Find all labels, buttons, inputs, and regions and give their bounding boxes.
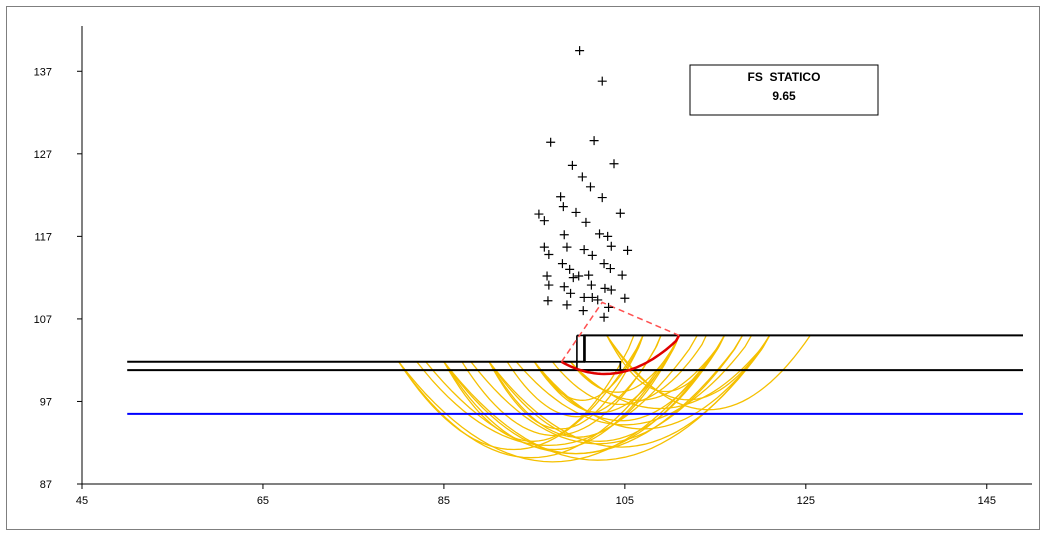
legend-label: FS STATICO [748, 70, 821, 84]
center-marker [567, 160, 577, 170]
center-marker [559, 282, 569, 292]
trial-surface-line [606, 335, 771, 401]
critical-radius-dashed [560, 301, 680, 363]
center-marker [584, 270, 594, 280]
center-marker [587, 292, 597, 302]
trial-surface-line [488, 335, 771, 448]
ground-upper-line [127, 334, 1023, 363]
center-marker [574, 271, 584, 281]
y-tick-label: 117 [34, 231, 52, 243]
trial-surface-line [443, 335, 635, 442]
center-marker [579, 292, 589, 302]
center-marker [620, 293, 630, 303]
center-marker [557, 259, 567, 269]
trial-surface-line [533, 335, 725, 422]
center-marker [539, 216, 549, 226]
center-marker [609, 159, 619, 169]
y-tick-label: 127 [34, 149, 52, 161]
trial-surface-line [398, 335, 725, 463]
trial-surface-line [551, 335, 707, 406]
center-marker [597, 76, 607, 86]
trial-surface-line [470, 335, 744, 445]
center-marker [581, 217, 591, 227]
trial-surface-line [398, 335, 680, 459]
center-marker [599, 259, 609, 269]
center-marker [579, 245, 589, 255]
critical-surface-line [560, 334, 681, 376]
center-marker [617, 270, 627, 280]
center-marker [606, 241, 616, 251]
center-marker [562, 242, 572, 252]
center-marker [606, 285, 616, 295]
center-marker [589, 136, 599, 146]
center-marker [558, 202, 568, 212]
center-marker [556, 192, 566, 202]
trial-surface-line [488, 335, 680, 438]
trial-surface-line [570, 335, 771, 410]
y-tick-label: 107 [34, 314, 52, 326]
center-marker [599, 312, 609, 322]
center-marker [585, 182, 595, 192]
ground-profile [127, 334, 1023, 372]
center-marker [571, 207, 581, 217]
trial-surface-line [461, 335, 662, 437]
center-marker [534, 209, 544, 219]
center-marker [603, 231, 613, 241]
legend-value: 9.65 [772, 89, 796, 103]
center-marker [595, 229, 605, 239]
trial-surface-line [416, 335, 698, 447]
trial-surface-line [515, 335, 753, 426]
x-tick-label: 45 [76, 495, 88, 507]
trial-surface-line [488, 335, 725, 442]
x-tick-label: 145 [978, 495, 996, 507]
center-marker [544, 250, 554, 260]
center-marker [546, 137, 556, 147]
trial-surface-line [488, 335, 644, 430]
center-marker [565, 264, 575, 274]
trial-surface-line [425, 335, 744, 455]
trial-surface-line [606, 335, 725, 393]
y-tick-label: 97 [40, 396, 52, 408]
center-marker [575, 46, 585, 56]
y-tick-label: 87 [40, 479, 52, 491]
center-marker [593, 295, 603, 305]
center-marker [559, 230, 569, 240]
center-marker [562, 300, 572, 310]
center-markers [534, 46, 633, 322]
x-tick-label: 125 [797, 495, 815, 507]
center-marker [543, 296, 553, 306]
legend-box-border [689, 64, 879, 116]
center-marker [600, 283, 610, 293]
center-marker [597, 193, 607, 203]
center-marker [542, 271, 552, 281]
center-marker [586, 280, 596, 290]
x-tick-label: 65 [257, 495, 269, 507]
fs-legend-box: FS STATICO 9.65 [689, 64, 879, 116]
center-marker [615, 208, 625, 218]
center-marker [623, 245, 633, 255]
x-tick-label: 105 [616, 495, 634, 507]
x-tick-label: 85 [438, 495, 450, 507]
center-marker [566, 288, 576, 298]
trial-surfaces [398, 335, 811, 463]
center-marker [568, 273, 578, 283]
center-marker [604, 302, 614, 312]
axes: 45 65 85 105 125 145 87 97 107 117 127 137 [34, 26, 1032, 507]
critical-surface [560, 301, 681, 376]
center-marker [605, 264, 615, 274]
y-tick-label: 137 [34, 66, 52, 78]
trial-surface-line [606, 335, 811, 411]
center-marker [544, 280, 554, 290]
center-marker [577, 172, 587, 182]
center-marker [578, 306, 588, 316]
center-marker [587, 250, 597, 260]
center-marker [539, 242, 549, 252]
